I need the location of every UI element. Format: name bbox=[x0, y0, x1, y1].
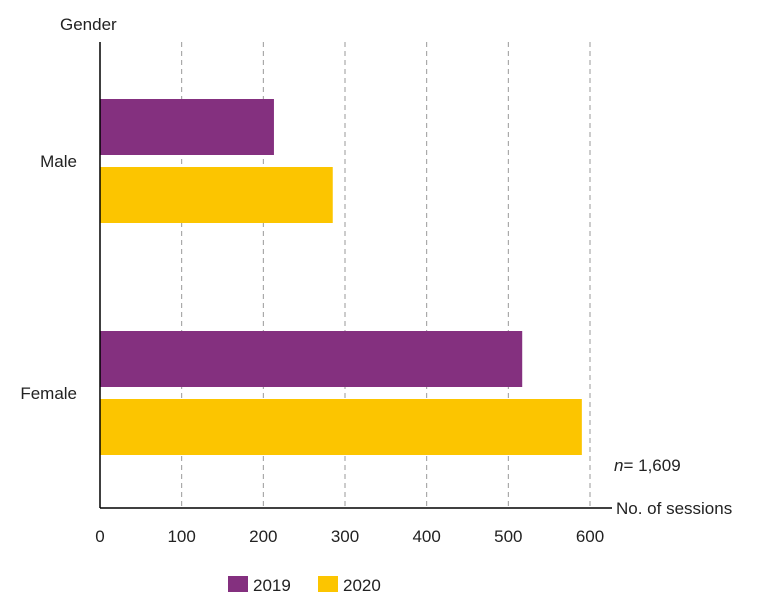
bar-male-2019 bbox=[100, 99, 274, 155]
legend-label-2020: 2020 bbox=[343, 576, 381, 595]
x-tick-label: 0 bbox=[95, 527, 104, 546]
category-label-male: Male bbox=[40, 152, 77, 171]
x-tick-label: 300 bbox=[331, 527, 359, 546]
legend-label-2019: 2019 bbox=[253, 576, 291, 595]
x-tick-label: 200 bbox=[249, 527, 277, 546]
sample-size-note: n= 1,609 bbox=[614, 456, 681, 475]
x-axis-title: No. of sessions bbox=[616, 499, 732, 518]
category-labels: Male Female bbox=[20, 152, 77, 403]
n-value: = 1,609 bbox=[623, 456, 680, 475]
legend-swatch-2019 bbox=[228, 576, 248, 592]
axes bbox=[99, 42, 612, 509]
x-tick-label: 600 bbox=[576, 527, 604, 546]
legend: 2019 2020 bbox=[228, 576, 381, 595]
bar-female-2019 bbox=[100, 331, 523, 387]
n-label: n bbox=[614, 456, 623, 475]
x-tick-label: 500 bbox=[494, 527, 522, 546]
legend-swatch-2020 bbox=[318, 576, 338, 592]
category-label-female: Female bbox=[20, 384, 77, 403]
bar-female-2020 bbox=[100, 399, 582, 455]
x-tick-label: 100 bbox=[167, 527, 195, 546]
bars bbox=[100, 99, 582, 455]
x-tick-label: 400 bbox=[412, 527, 440, 546]
x-tick-labels: 0 100 200 300 400 500 600 bbox=[95, 527, 604, 546]
bar-male-2020 bbox=[100, 167, 333, 223]
y-axis-title: Gender bbox=[60, 15, 117, 34]
